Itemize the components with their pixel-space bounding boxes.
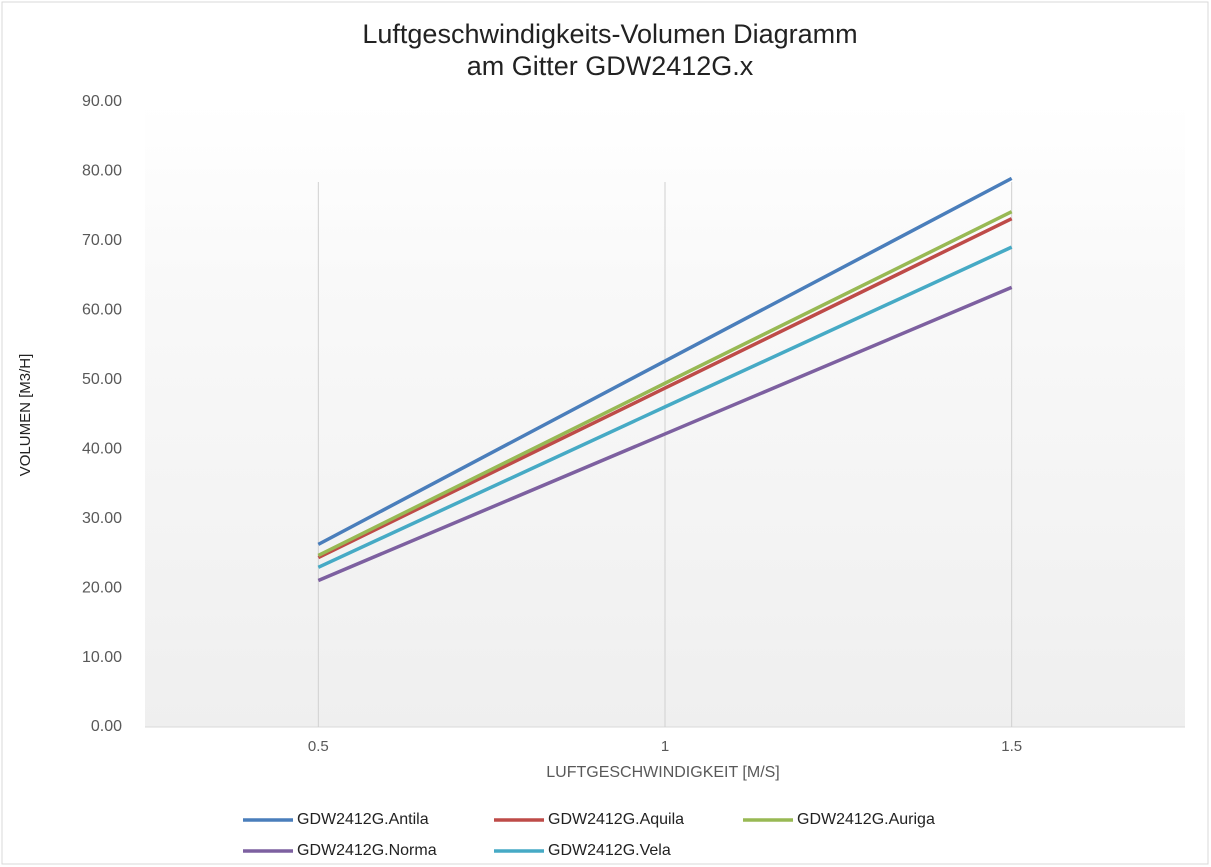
series-line — [317, 245, 1013, 569]
series-line — [317, 210, 1013, 558]
series-line — [317, 217, 1013, 560]
y-tick-label: 40.00 — [82, 440, 122, 457]
y-axis-label: VOLUMEN [M3/H] — [17, 354, 34, 477]
y-tick-label: 50.00 — [82, 371, 122, 388]
y-tick-label: 60.00 — [82, 302, 122, 319]
y-tick-label: 70.00 — [82, 232, 122, 249]
y-tick-label: 90.00 — [82, 93, 122, 110]
chart-title: am Gitter GDW2412G.x — [467, 51, 754, 81]
y-tick-label: 80.00 — [82, 163, 122, 180]
y-tick-label: 20.00 — [82, 579, 122, 596]
series-line — [317, 176, 1013, 546]
legend-label: GDW2412G.Aquila — [548, 811, 684, 828]
chart-title: Luftgeschwindigkeits-Volumen Diagramm — [362, 19, 857, 49]
legend-label: GDW2412G.Norma — [297, 842, 437, 859]
legend-label: GDW2412G.Antila — [297, 811, 429, 828]
x-tick-label: 0.5 — [308, 738, 329, 755]
y-tick-label: 30.00 — [82, 510, 122, 527]
y-tick-label: 10.00 — [82, 649, 122, 666]
x-axis-label: LUFTGESCHWINDIGKEIT [M/S] — [546, 764, 780, 781]
x-tick-label: 1.5 — [1001, 738, 1022, 755]
x-tick-label: 1 — [661, 738, 669, 755]
y-tick-label: 0.00 — [91, 718, 122, 735]
legend-label: GDW2412G.Auriga — [797, 811, 935, 828]
legend-label: GDW2412G.Vela — [548, 842, 671, 859]
series-line — [317, 285, 1013, 583]
